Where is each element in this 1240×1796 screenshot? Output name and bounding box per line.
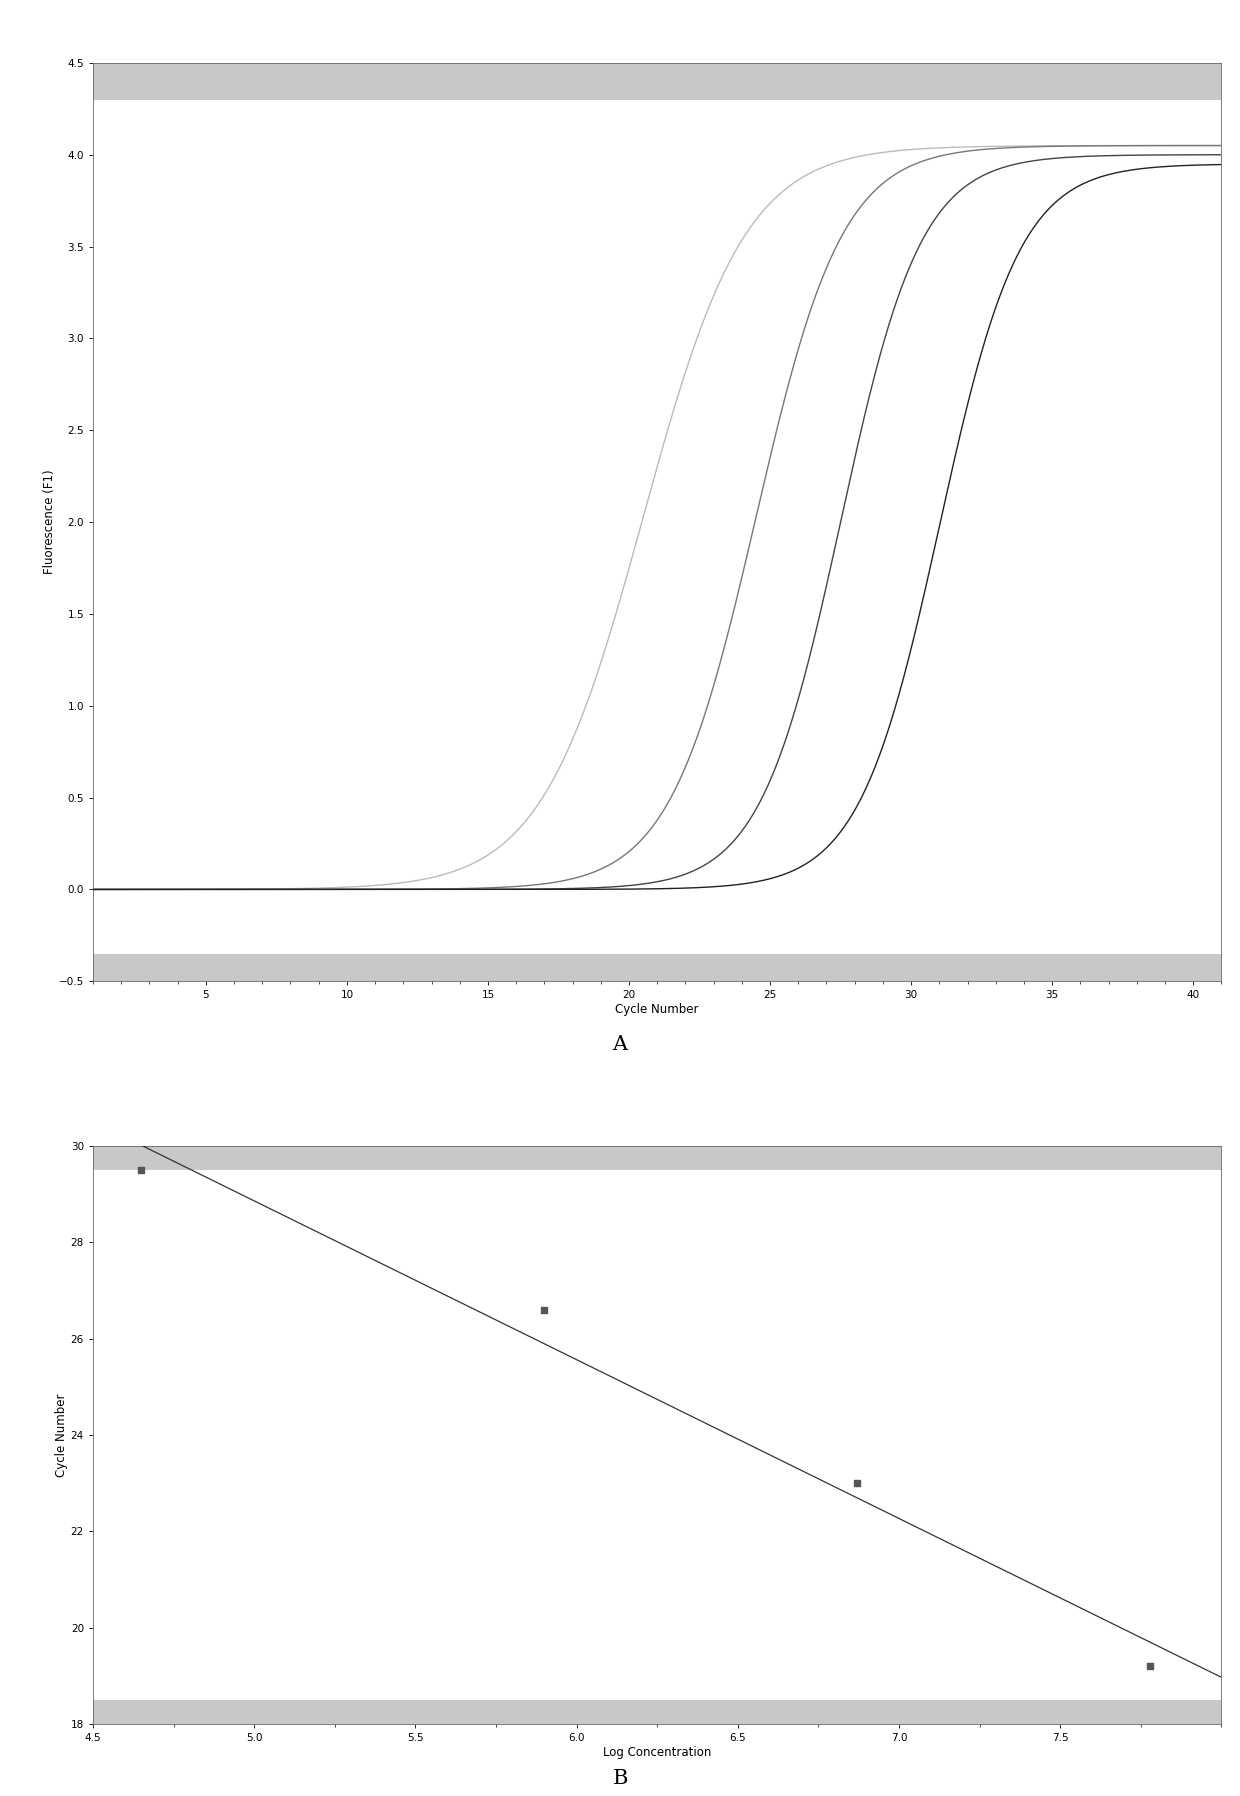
Point xyxy=(847,1469,867,1498)
Bar xyxy=(93,1701,1221,1724)
Bar xyxy=(93,1146,1221,1169)
Y-axis label: Cycle Number: Cycle Number xyxy=(55,1394,68,1476)
Point xyxy=(534,1295,554,1324)
Point xyxy=(1141,1652,1161,1681)
X-axis label: Log Concentration: Log Concentration xyxy=(603,1746,712,1758)
Bar xyxy=(93,954,1221,981)
Text: A: A xyxy=(613,1034,627,1054)
X-axis label: Cycle Number: Cycle Number xyxy=(615,1004,699,1017)
Bar xyxy=(93,63,1221,99)
Y-axis label: Fluorescence (F1): Fluorescence (F1) xyxy=(43,471,56,575)
Point xyxy=(131,1155,151,1184)
Text: B: B xyxy=(613,1769,627,1787)
